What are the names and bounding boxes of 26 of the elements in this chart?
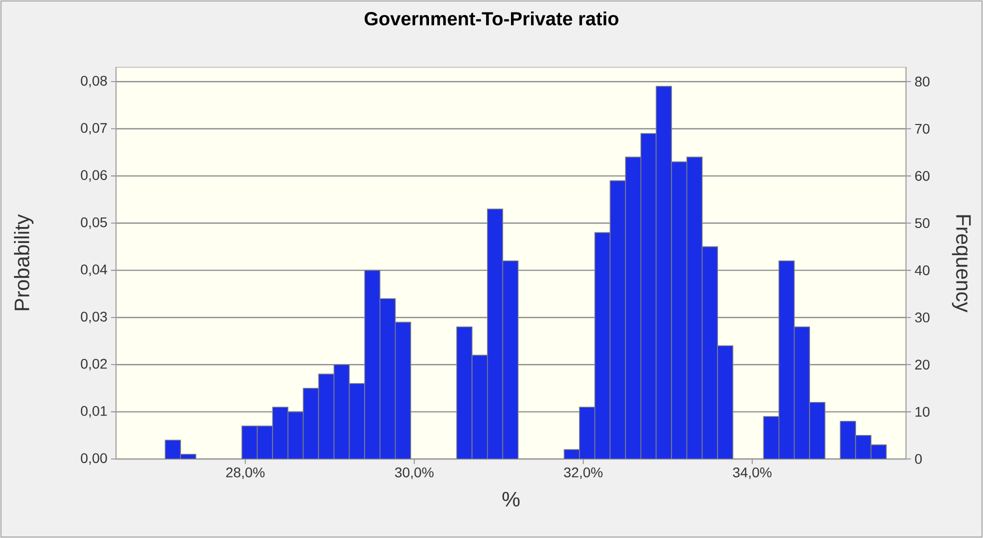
y2-tick-label: 70 [915, 124, 930, 134]
y-tick-label: 0,08 [80, 76, 107, 88]
chart-title: Government-To-Private ratio [364, 12, 618, 26]
x-axis-title: % [502, 492, 520, 507]
y-tick-label: 0,05 [80, 217, 107, 229]
y2-tick-label: 40 [914, 265, 930, 276]
y-tick-label: 0,00 [80, 453, 107, 465]
y-tick-label: 0,01 [80, 406, 107, 418]
y2-tick-label: 80 [915, 76, 930, 87]
y-tick-label: 0,04 [80, 264, 108, 276]
x-tick-label: 30,0% [395, 467, 434, 480]
x-tick-label: 32,0% [564, 467, 603, 480]
y-axis-title: Probability [14, 214, 34, 310]
y-tick-label: 0,07 [80, 123, 107, 135]
y2-tick-label: 60 [915, 171, 930, 181]
y2-tick-label: 0 [915, 454, 922, 464]
y2-tick-label: 30 [915, 312, 930, 322]
x-tick-label: 28,0% [226, 467, 265, 480]
y-tick-label: 0,03 [80, 312, 107, 324]
y2-tick-label: 10 [916, 406, 930, 417]
y-tick-label: 0,06 [80, 170, 107, 182]
y-tick-label: 0,02 [80, 358, 107, 370]
x-tick-label: 34,0% [732, 467, 772, 480]
y2-axis-title: Frequency [952, 215, 971, 312]
y2-tick-label: 20 [915, 360, 930, 370]
y2-tick-label: 50 [915, 218, 930, 228]
